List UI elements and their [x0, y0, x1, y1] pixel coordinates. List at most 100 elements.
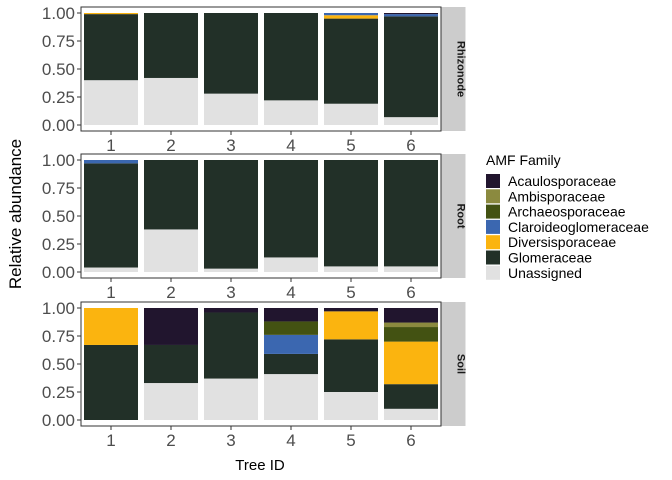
facet-strip [441, 7, 466, 131]
bar-segment-acaulosporaceae [144, 308, 198, 345]
bar-segment-unassigned [324, 392, 378, 420]
x-tick-label: 4 [286, 136, 295, 155]
y-tick-label: 0.25 [42, 88, 75, 107]
bar-segment-diversisporaceae [84, 308, 138, 345]
bar-segment-glomeraceae [204, 312, 258, 379]
bar-segment-acaulosporaceae [384, 13, 438, 15]
y-tick-label: 0.50 [42, 60, 75, 79]
legend-title: AMF Family [486, 152, 561, 168]
bar-segment-diversisporaceae [84, 13, 138, 15]
legend-label: Diversisporaceae [508, 234, 616, 250]
bar-segment-diversisporaceae [324, 15, 378, 19]
bar-segment-diversisporaceae [324, 311, 378, 340]
bar-segment-unassigned [264, 100, 318, 125]
legend-label: Unassigned [508, 265, 582, 281]
bar-segment-claroideoglomeraceae [84, 160, 138, 164]
y-tick-label: 1.00 [42, 151, 75, 170]
y-tick-label: 0.75 [42, 179, 75, 198]
bar-segment-unassigned [204, 268, 258, 272]
y-tick-label: 0.50 [42, 207, 75, 226]
x-tick-label: 1 [106, 431, 115, 450]
bar-segment-acaulosporaceae [324, 308, 378, 312]
bar-segment-glomeraceae [144, 13, 198, 78]
bar-segment-unassigned [204, 93, 258, 125]
bar-segment-glomeraceae [384, 384, 438, 409]
legend-label: Archaeosporaceae [508, 204, 626, 220]
x-tick-label: 2 [166, 136, 175, 155]
x-axis-title: Tree ID [235, 457, 285, 474]
bar-segment-glomeraceae [204, 160, 258, 269]
bar-segment-claroideoglomeraceae [384, 14, 438, 17]
bar-segment-unassigned [144, 383, 198, 420]
y-tick-label: 0.25 [42, 383, 75, 402]
bar-segment-ambisporaceae [384, 322, 438, 328]
y-tick-label: 0.00 [42, 116, 75, 135]
bar-segment-glomeraceae [324, 339, 378, 392]
x-tick-label: 1 [106, 136, 115, 155]
y-axis-title: Relative abundance [6, 139, 25, 289]
legend-swatch [486, 204, 500, 219]
facet-panel: Soil 0.00 0.25 0.50 0.75 1.00 1 2 3 4 5 6 [42, 299, 467, 450]
x-tick-label: 2 [166, 283, 175, 302]
panel-background [80, 301, 442, 427]
bar-segment-unassigned [84, 80, 138, 125]
bar-segment-acaulosporaceae [204, 308, 258, 313]
bar-segment-claroideoglomeraceae [264, 334, 318, 354]
bar-segment-glomeraceae [324, 18, 378, 104]
x-tick-label: 5 [346, 431, 355, 450]
bar-segment-glomeraceae [264, 13, 318, 101]
bar-segment-archaeosporaceae [264, 321, 318, 335]
bar-segment-diversisporaceae [384, 341, 438, 385]
bar-segment-archaeosporaceae [384, 327, 438, 342]
facet-strip-label: Root [455, 203, 467, 228]
panel-background [80, 153, 442, 279]
bar-segment-glomeraceae [264, 160, 318, 258]
bar-segment-glomeraceae [144, 160, 198, 230]
legend-swatch [486, 189, 500, 204]
x-tick-label: 3 [226, 431, 235, 450]
facet-strip-label: Soil [455, 354, 467, 374]
bar-segment-unassigned [324, 103, 378, 125]
bar-segment-acaulosporaceae [264, 308, 318, 322]
x-tick-label: 1 [106, 283, 115, 302]
bar-segment-unassigned [144, 77, 198, 125]
x-tick-label: 3 [226, 136, 235, 155]
y-tick-label: 1.00 [42, 299, 75, 318]
bar-segment-claroideoglomeraceae [324, 13, 378, 16]
facet-strip-label: Rhizonode [455, 41, 467, 97]
bar-segment-glomeraceae [384, 160, 438, 267]
x-tick-label: 5 [346, 136, 355, 155]
bar-segment-glomeraceae [84, 344, 138, 420]
facet-strip [441, 302, 466, 426]
bar-segment-unassigned [384, 408, 438, 420]
bar-segment-glomeraceae [324, 160, 378, 267]
bar-segment-glomeraceae [204, 13, 258, 94]
bar-segment-unassigned [144, 229, 198, 272]
bar-segment-glomeraceae [144, 344, 198, 384]
legend-swatch [486, 250, 500, 265]
legend-swatch [486, 265, 500, 280]
bar-segment-unassigned [384, 117, 438, 125]
bar-segment-unassigned [84, 267, 138, 272]
bar-segment-unassigned [204, 378, 258, 420]
bar-segment-unassigned [264, 374, 318, 420]
y-tick-label: 0.00 [42, 411, 75, 430]
panel-background [80, 6, 442, 132]
bar-segment-glomeraceae [84, 163, 138, 268]
legend: AMF Family AcaulosporaceaeAmbisporaceaeA… [486, 152, 649, 281]
facet-panel: Root 0.00 0.25 0.50 0.75 1.00 1 2 3 4 5 6 [42, 151, 467, 302]
y-tick-label: 0.50 [42, 355, 75, 374]
legend-label: Glomeraceae [508, 250, 592, 266]
legend-label: Ambisporaceae [508, 188, 605, 204]
y-tick-label: 0.00 [42, 263, 75, 282]
facet-strip [441, 154, 466, 278]
x-tick-label: 4 [286, 431, 295, 450]
bar-segment-unassigned [264, 257, 318, 272]
x-tick-label: 2 [166, 431, 175, 450]
x-tick-label: 6 [406, 136, 415, 155]
y-tick-label: 0.75 [42, 32, 75, 51]
y-tick-label: 0.25 [42, 235, 75, 254]
legend-label: Acaulosporaceae [508, 173, 616, 189]
facet-panels: Rhizonode 0.00 0.25 0.50 0.75 1.00 1 2 3 4 5 6 Root 0… [42, 4, 467, 450]
